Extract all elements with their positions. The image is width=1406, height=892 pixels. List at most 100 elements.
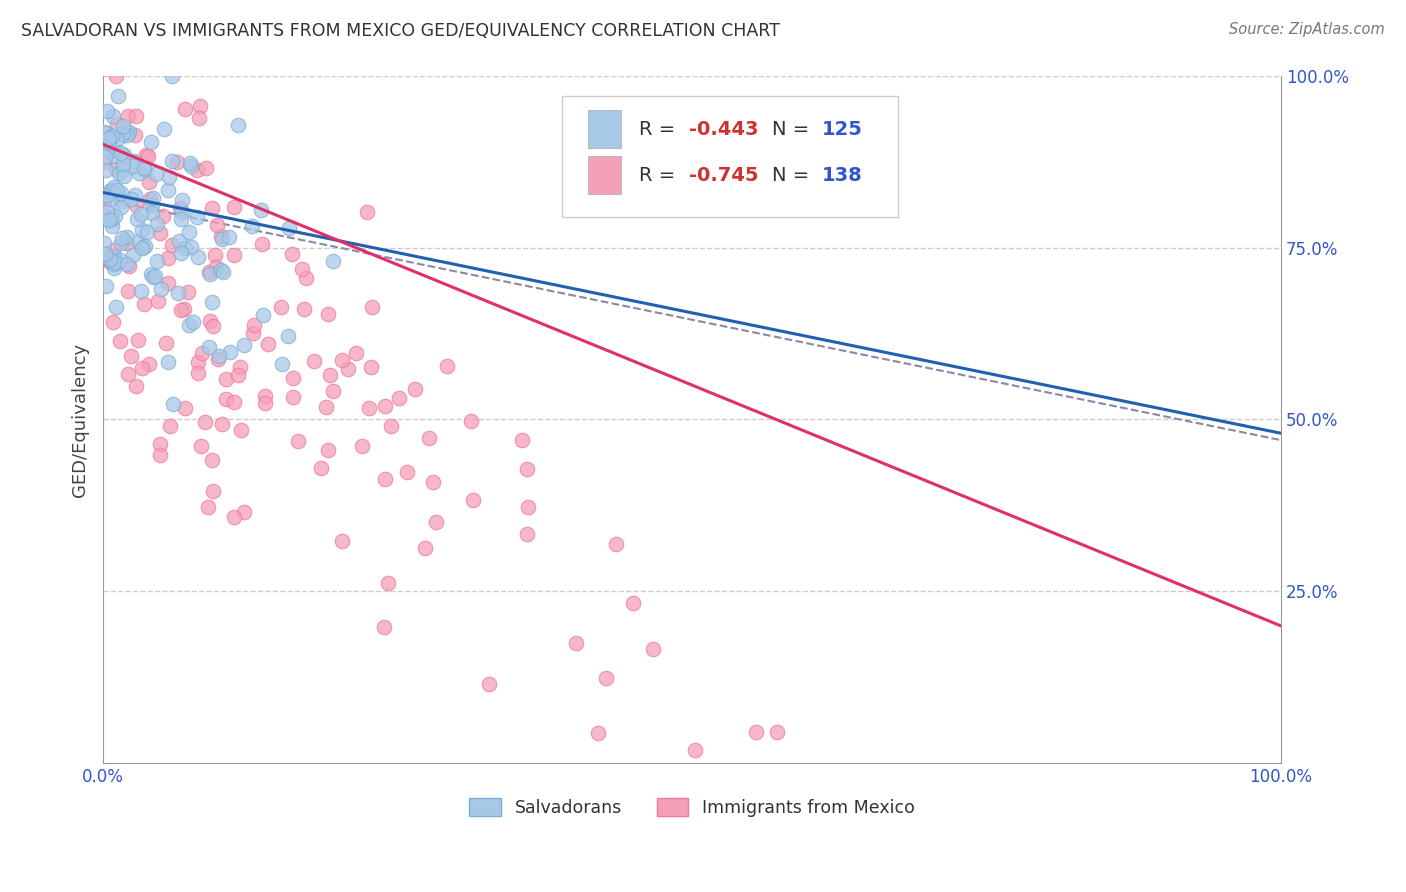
Point [111,231,134,245]
Point [332,533,354,548]
Point [148,294,170,309]
Point [97,252,120,267]
Point [103,179,125,194]
Point [214,392,236,406]
Point [108,252,131,267]
Point [93,125,115,139]
Point [187,355,209,369]
Point [281,247,304,261]
Point [222,200,245,214]
Point [162,69,184,83]
Point [96,188,118,202]
Point [122,248,145,262]
Point [605,537,627,551]
Point [127,334,149,348]
Point [226,118,249,132]
Point [128,234,150,248]
Point [166,286,188,301]
Point [170,212,193,227]
Point [173,102,195,116]
Point [252,309,274,323]
Point [98,184,121,198]
Point [124,188,146,202]
Point [283,370,305,384]
Point [565,636,588,650]
Point [169,201,191,215]
Point [350,438,373,452]
Point [322,253,344,268]
Point [181,315,204,329]
Point [295,271,318,285]
Point [478,677,501,691]
Point [436,359,458,374]
Text: 138: 138 [821,166,862,185]
Point [209,262,232,277]
Point [104,149,127,163]
Point [112,120,135,134]
Point [170,194,193,208]
Point [112,169,135,183]
Point [287,434,309,448]
Point [232,337,254,351]
Point [173,301,195,316]
Point [110,334,132,348]
Point [110,146,132,161]
Point [96,162,118,177]
Point [101,212,124,227]
Point [172,204,194,219]
Point [222,248,245,262]
Point [117,109,139,123]
Point [425,516,447,530]
Point [641,641,664,656]
Point [319,368,342,382]
Point [101,219,124,233]
Point [110,186,132,200]
Point [105,117,128,131]
Point [111,162,134,177]
Point [117,236,139,251]
Point [337,362,360,376]
Point [93,195,115,210]
Point [170,302,193,317]
Point [396,465,419,479]
Point [201,201,224,215]
Point [516,500,538,515]
Point [104,255,127,269]
Point [198,267,221,281]
Point [356,205,378,219]
Point [134,239,156,253]
Point [125,212,148,227]
Point [177,285,200,299]
Point [157,276,180,290]
Point [373,620,395,634]
Point [277,220,299,235]
Point [222,509,245,524]
Point [207,352,229,367]
Point [159,418,181,433]
Point [96,103,118,118]
Point [281,390,304,404]
Point [157,182,180,196]
Point [122,154,145,169]
Point [242,326,264,340]
Point [105,183,128,197]
Point [212,265,235,279]
Point [152,209,174,223]
Point [98,252,121,267]
Point [229,423,252,437]
Text: 125: 125 [821,120,862,138]
Bar [588,156,621,194]
Point [128,166,150,180]
Point [117,230,139,244]
Point [97,135,120,149]
Point [218,230,240,244]
Point [115,257,138,271]
Point [207,218,229,232]
Point [413,541,436,556]
Text: Source: ZipAtlas.com: Source: ZipAtlas.com [1229,22,1385,37]
Point [315,401,337,415]
Point [232,505,254,519]
Point [330,353,353,368]
Point [142,269,165,284]
Point [180,159,202,173]
